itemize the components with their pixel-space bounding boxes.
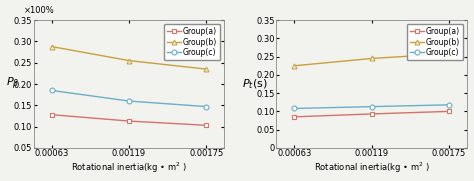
Group(b) [49,45,55,48]
Group(a) [126,120,132,122]
Group(c) [446,104,452,106]
Group(a) [49,113,55,116]
Line: Group(a): Group(a) [49,112,209,128]
Group(b) [369,57,374,60]
Line: Group(b): Group(b) [292,51,452,68]
Group(b) [292,65,297,67]
Group(a) [446,110,452,112]
Text: ×100%: ×100% [24,6,55,15]
X-axis label: Rotational inertia(kg • m$^{2}$ ): Rotational inertia(kg • m$^{2}$ ) [71,161,187,175]
X-axis label: Rotational inertia(kg • m$^{2}$ ): Rotational inertia(kg • m$^{2}$ ) [314,161,429,175]
Legend: Group(a), Group(b), Group(c): Group(a), Group(b), Group(c) [407,24,463,60]
Group(c) [49,89,55,91]
Y-axis label: $P_{\beta}$: $P_{\beta}$ [6,76,19,92]
Group(c) [126,100,132,102]
Line: Group(c): Group(c) [292,102,452,111]
Group(c) [292,107,297,110]
Group(b) [446,53,452,55]
Group(a) [203,124,209,126]
Group(a) [292,116,297,118]
Group(c) [369,106,374,108]
Line: Group(a): Group(a) [292,109,452,119]
Line: Group(b): Group(b) [49,44,209,71]
Group(c) [203,106,209,108]
Line: Group(c): Group(c) [49,88,209,109]
Legend: Group(a), Group(b), Group(c): Group(a), Group(b), Group(c) [164,24,220,60]
Y-axis label: $P_{t}$(s): $P_{t}$(s) [242,77,268,91]
Group(a) [369,113,374,115]
Group(b) [126,60,132,62]
Group(b) [203,68,209,70]
